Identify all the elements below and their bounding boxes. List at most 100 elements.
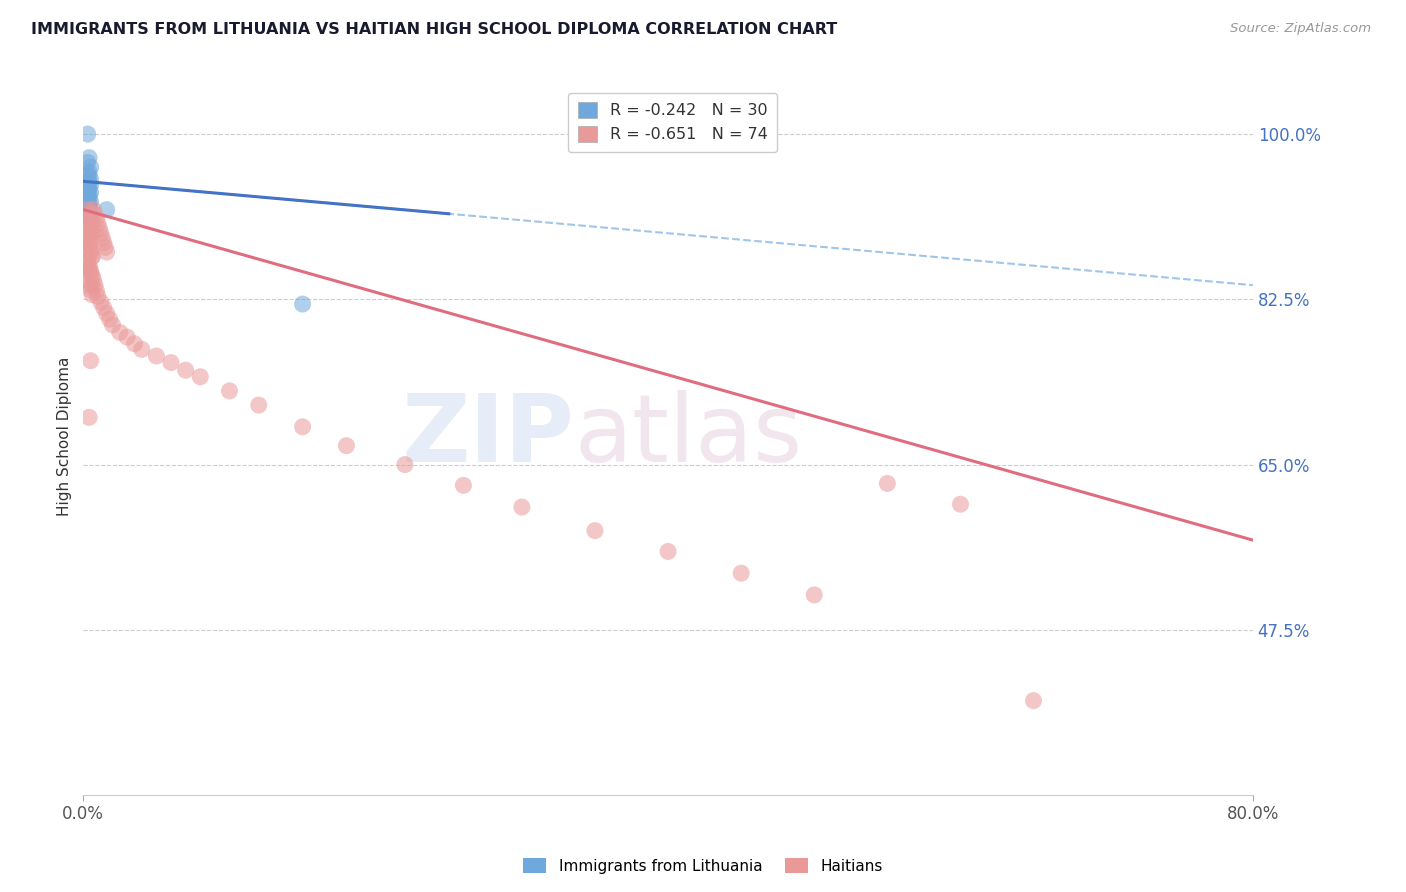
- Point: [79, 353, 101, 368]
- Text: ZIP: ZIP: [402, 391, 575, 483]
- Point: [77, 187, 100, 202]
- Point: [730, 566, 752, 581]
- Point: [76, 193, 98, 207]
- Point: [76, 199, 98, 213]
- Point: [76, 204, 98, 219]
- Point: [160, 356, 183, 370]
- Point: [80, 250, 103, 264]
- Point: [77, 191, 100, 205]
- Point: [83, 202, 105, 217]
- Point: [394, 458, 416, 472]
- Point: [87, 217, 110, 231]
- Point: [77, 165, 100, 179]
- Point: [89, 221, 111, 235]
- Point: [335, 439, 357, 453]
- Point: [79, 283, 101, 297]
- Point: [80, 278, 103, 293]
- Point: [96, 245, 118, 260]
- Point: [77, 151, 100, 165]
- Point: [218, 384, 240, 398]
- Legend: R = -0.242   N = 30, R = -0.651   N = 74: R = -0.242 N = 30, R = -0.651 N = 74: [568, 93, 778, 152]
- Point: [188, 369, 211, 384]
- Point: [174, 363, 197, 377]
- Point: [76, 127, 98, 141]
- Point: [77, 278, 100, 293]
- Point: [79, 160, 101, 174]
- Point: [76, 184, 98, 198]
- Point: [76, 167, 98, 181]
- Point: [79, 202, 101, 217]
- Point: [86, 284, 108, 298]
- Point: [77, 240, 100, 254]
- Point: [87, 289, 110, 303]
- Point: [83, 272, 105, 286]
- Point: [77, 182, 100, 196]
- Point: [80, 250, 103, 264]
- Point: [76, 221, 98, 235]
- Point: [80, 268, 103, 283]
- Point: [76, 212, 98, 227]
- Point: [77, 207, 100, 221]
- Point: [77, 208, 100, 222]
- Point: [76, 233, 98, 247]
- Point: [79, 178, 101, 192]
- Point: [803, 588, 825, 602]
- Point: [96, 306, 118, 320]
- Point: [77, 261, 100, 276]
- Point: [291, 297, 314, 311]
- Point: [77, 410, 100, 425]
- Point: [76, 235, 98, 250]
- Point: [131, 343, 153, 357]
- Point: [98, 312, 121, 326]
- Point: [76, 180, 98, 194]
- Point: [79, 172, 101, 186]
- Point: [657, 544, 679, 558]
- Point: [79, 186, 101, 200]
- Point: [79, 195, 101, 210]
- Point: [115, 330, 138, 344]
- Point: [76, 254, 98, 268]
- Point: [94, 240, 117, 254]
- Point: [77, 260, 100, 274]
- Point: [93, 301, 115, 315]
- Point: [124, 336, 146, 351]
- Point: [77, 217, 100, 231]
- Point: [949, 497, 972, 511]
- Point: [76, 202, 98, 217]
- Point: [84, 278, 107, 293]
- Point: [77, 176, 100, 190]
- Point: [90, 226, 112, 240]
- Text: IMMIGRANTS FROM LITHUANIA VS HAITIAN HIGH SCHOOL DIPLOMA CORRELATION CHART: IMMIGRANTS FROM LITHUANIA VS HAITIAN HIG…: [31, 22, 837, 37]
- Point: [86, 212, 108, 227]
- Point: [76, 189, 98, 203]
- Point: [76, 206, 98, 220]
- Point: [80, 217, 103, 231]
- Point: [101, 318, 124, 332]
- Point: [76, 174, 98, 188]
- Point: [79, 264, 101, 278]
- Point: [77, 197, 100, 211]
- Point: [76, 210, 98, 224]
- Point: [76, 155, 98, 169]
- Point: [90, 295, 112, 310]
- Point: [108, 326, 131, 340]
- Point: [583, 524, 606, 538]
- Point: [79, 221, 101, 235]
- Point: [79, 212, 101, 227]
- Point: [76, 255, 98, 269]
- Point: [876, 476, 898, 491]
- Point: [91, 231, 114, 245]
- Point: [510, 500, 533, 514]
- Point: [80, 226, 103, 240]
- Point: [96, 202, 118, 217]
- Legend: Immigrants from Lithuania, Haitians: Immigrants from Lithuania, Haitians: [517, 852, 889, 880]
- Y-axis label: High School Diploma: High School Diploma: [58, 357, 72, 516]
- Point: [247, 398, 270, 412]
- Point: [79, 245, 101, 260]
- Point: [77, 169, 100, 184]
- Point: [1022, 693, 1045, 707]
- Point: [145, 349, 167, 363]
- Point: [76, 273, 98, 287]
- Point: [79, 231, 101, 245]
- Point: [79, 267, 101, 281]
